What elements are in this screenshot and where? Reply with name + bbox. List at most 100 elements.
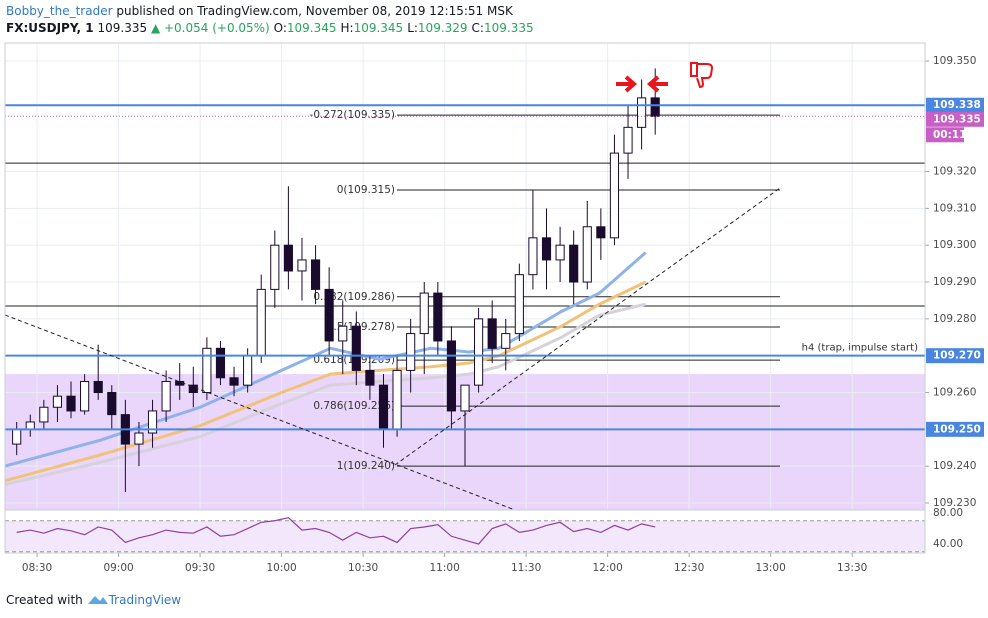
x-tick-label: 12:30 — [674, 562, 704, 574]
last-price-tag-bg — [926, 111, 984, 127]
x-tick-label: 10:00 — [266, 562, 296, 574]
candle-body — [202, 347, 212, 394]
moving-average — [5, 302, 647, 487]
candle-body — [596, 226, 606, 239]
candle-body — [93, 380, 103, 394]
candle-body — [392, 369, 402, 430]
last-price: 109.335 — [97, 21, 148, 35]
candle-body — [406, 333, 416, 371]
x-tick-label: 11:00 — [429, 562, 459, 574]
ohlc-label: H: — [340, 21, 354, 35]
level-tag: 109.270 — [933, 350, 981, 362]
candle-body — [107, 392, 117, 416]
moving-average — [5, 280, 647, 483]
level-tag: 109.250 — [933, 423, 981, 435]
symbol: FX:USDJPY, 1 — [6, 21, 94, 35]
candle-body — [215, 347, 226, 379]
y-tick-label: 109.320 — [933, 166, 976, 178]
candle-body — [25, 421, 35, 430]
fib-label: 0.382(109.286) — [313, 291, 395, 303]
rsi-tick-label: 40.00 — [933, 538, 963, 550]
header-line: FX:USDJPY, 1 109.335 ▲ +0.054 (+0.05%) O… — [6, 20, 538, 37]
chart: -0.272(109.335) 0(109.315) 0.382(109.286) 0… — [4, 42, 984, 574]
y-tick-label: 109.240 — [933, 460, 976, 472]
y-tick-label: 109.230 — [933, 497, 976, 509]
candle-body — [324, 288, 334, 342]
candle-body — [283, 244, 293, 272]
level-tag: 109.338 — [933, 99, 981, 111]
candle-body — [256, 288, 266, 357]
ohlc-label: C: — [471, 21, 484, 35]
candle-body — [446, 340, 456, 412]
candle-body — [528, 237, 538, 276]
candle-body — [310, 259, 321, 290]
rsi-band — [5, 520, 925, 552]
candle-body — [541, 237, 552, 261]
y-tick-label: 109.260 — [933, 387, 976, 399]
ohlc-value: 109.329 — [417, 21, 468, 35]
level-tag-bg — [926, 97, 984, 113]
candle-body — [569, 244, 579, 283]
fib-label: 0(109.315) — [337, 184, 395, 196]
candle-body — [378, 384, 389, 430]
author[interactable]: Bobby_the_trader — [6, 4, 113, 18]
candle-body — [501, 333, 511, 349]
x-tick-label: 13:00 — [756, 562, 786, 574]
ohlc: O:109.345 H:109.345 L:109.329 C:109.335 — [274, 21, 538, 35]
candle-body — [637, 97, 647, 128]
candle-body — [419, 292, 429, 335]
ohlc-label: L: — [407, 21, 418, 35]
countdown-bg — [926, 127, 964, 143]
ohlc-label: O: — [273, 21, 287, 35]
candle-body — [338, 325, 348, 342]
candle-body — [555, 244, 565, 261]
candle-body — [650, 97, 660, 117]
candle-body — [243, 355, 253, 386]
rsi-tick-label: 80.00 — [933, 507, 963, 519]
candle-body — [52, 395, 63, 408]
plot-border — [4, 42, 926, 554]
x-tick-label: 12:00 — [593, 562, 623, 574]
thumbs-down — [690, 62, 714, 89]
candle-body — [147, 410, 158, 434]
candle-body — [297, 259, 307, 272]
candle-body — [12, 428, 22, 445]
brand[interactable]: TradingView — [108, 593, 182, 607]
level-note: h4 (trap, impulse start) — [802, 343, 918, 354]
y-tick-label: 109.290 — [933, 276, 976, 288]
fib-label: 0.786(109.256) — [313, 400, 395, 412]
y-tick-label: 109.350 — [933, 55, 976, 67]
candle-body — [161, 380, 171, 412]
y-tick-label: 109.310 — [933, 202, 976, 214]
candle-body — [66, 395, 76, 412]
y-tick-label: 109.300 — [933, 239, 976, 251]
trend-line — [5, 314, 516, 510]
candle-body — [582, 226, 592, 283]
arrow-right — [616, 75, 638, 93]
candle-body — [80, 380, 90, 412]
x-tick-label: 09:30 — [185, 562, 215, 574]
candle-body — [351, 325, 361, 371]
moving-average — [5, 251, 647, 468]
x-tick-label: 11:30 — [511, 562, 541, 574]
fib-label: -0.272(109.335) — [310, 109, 395, 121]
ohlc-value: 109.345 — [286, 21, 337, 35]
created: Created with — [6, 593, 83, 607]
y-tick-label: 109.280 — [933, 313, 976, 325]
x-tick-label: 09:00 — [103, 562, 133, 574]
header: Bobby_the_trader published on TradingVie… — [6, 3, 538, 37]
candle-body — [433, 292, 443, 342]
candle-body — [487, 318, 497, 349]
candle-body — [270, 244, 280, 290]
header-line: Bobby_the_trader published on TradingVie… — [6, 3, 538, 20]
footer: Created with TradingView — [6, 592, 181, 607]
fib-label: 1(109.240) — [337, 460, 395, 472]
candle-body — [460, 384, 470, 412]
candle-body — [39, 406, 49, 423]
countdown: 00:11 — [933, 129, 966, 141]
candle-body — [134, 432, 144, 445]
candle-body — [229, 377, 239, 386]
x-tick-label: 08:30 — [22, 562, 52, 574]
x-tick-label: 10:30 — [348, 562, 378, 574]
